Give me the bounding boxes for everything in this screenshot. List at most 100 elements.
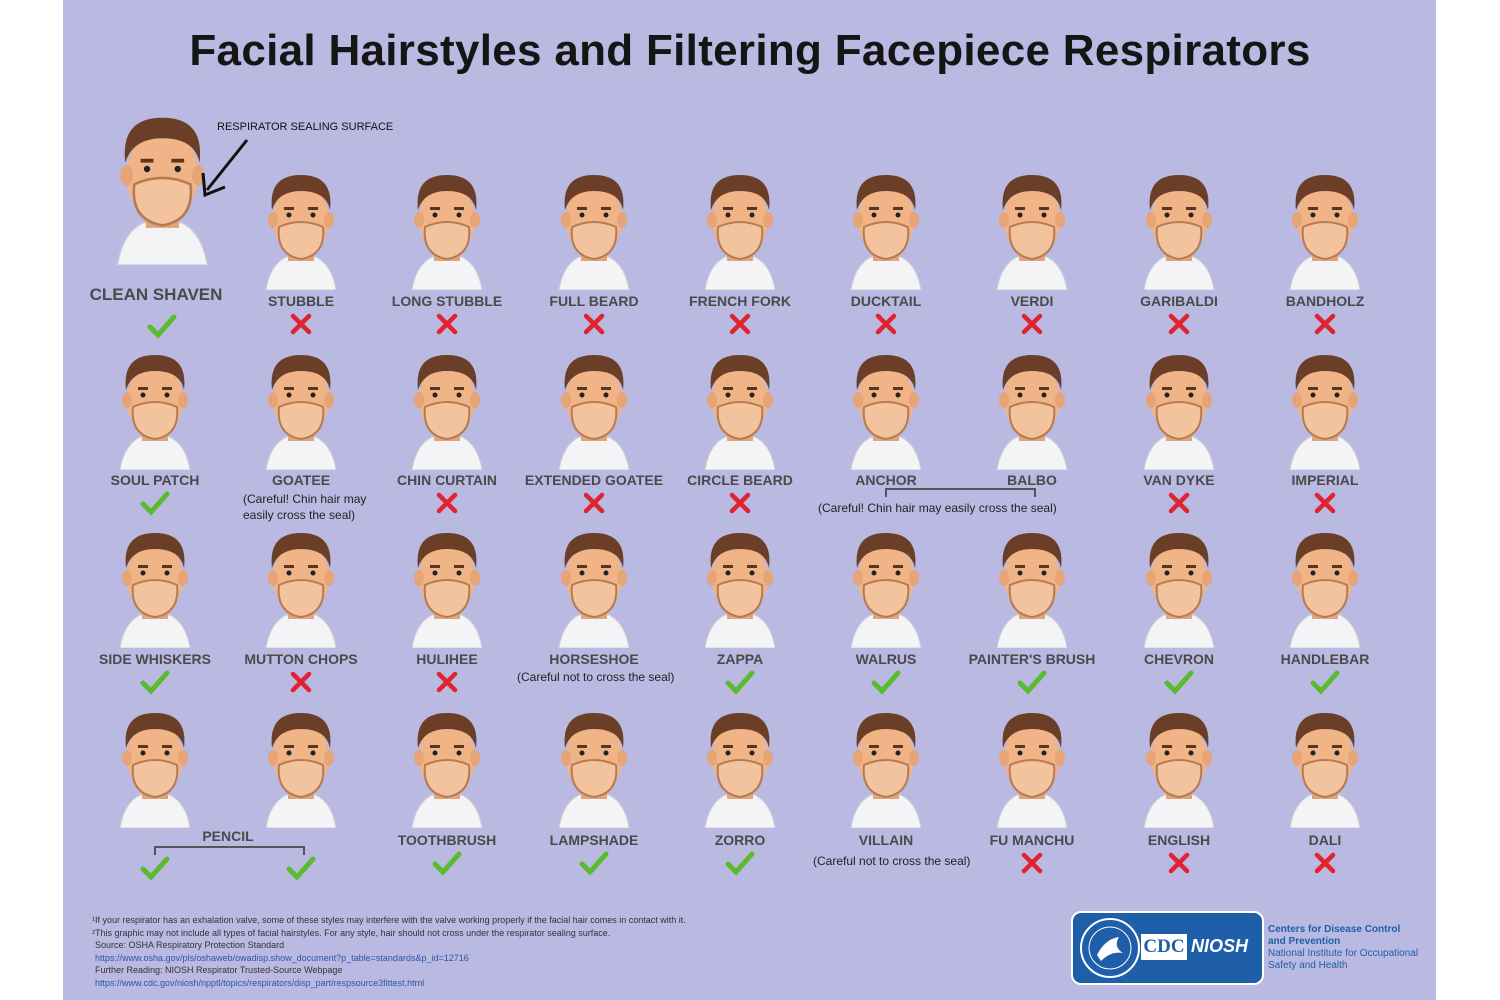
hairstyle-name: STUBBLE — [267, 293, 335, 309]
hairstyle-name: VILLAIN — [858, 832, 914, 848]
hairstyle-name: BANDHOLZ — [1285, 293, 1365, 309]
hairstyle-name: WALRUS — [855, 651, 917, 667]
cross-icon — [875, 313, 897, 335]
face-illustration — [116, 117, 208, 265]
face-illustration — [850, 355, 922, 470]
hairstyle-name: HORSESHOE — [549, 651, 639, 667]
pencil-bracket — [154, 846, 305, 855]
face-illustration — [704, 175, 776, 290]
cross-icon — [583, 313, 605, 335]
cross-icon — [1314, 492, 1336, 514]
face-illustration — [850, 713, 922, 828]
hairstyle-name: IMPERIAL — [1291, 472, 1359, 488]
hairstyle-name: SIDE WHISKERS — [98, 651, 211, 667]
check-icon — [725, 851, 755, 876]
cross-icon — [1314, 852, 1336, 874]
horseshoe-note: (Careful not to cross the seal) — [517, 670, 675, 684]
hairstyle-name: FULL BEARD — [549, 293, 639, 309]
face-illustration — [411, 175, 483, 290]
face-illustration — [850, 175, 922, 290]
hairstyle-name: GOATEE — [271, 472, 331, 488]
hairstyle-name: VERDI — [1010, 293, 1054, 309]
anchor-balbo-note: (Careful! Chin hair may easily cross the… — [818, 501, 1057, 515]
hairstyle-name: ZORRO — [714, 832, 766, 848]
hairstyle-name: FRENCH FORK — [689, 293, 791, 309]
hairstyle-name: VAN DYKE — [1143, 472, 1215, 488]
niosh-name-line2: Safety and Health — [1268, 960, 1348, 971]
villain-note: (Careful not to cross the seal) — [813, 854, 971, 868]
cross-icon — [729, 313, 751, 335]
face-illustration — [558, 713, 630, 828]
face-illustration — [1289, 713, 1361, 828]
check-icon — [725, 670, 755, 695]
footnotes: ¹If your respirator has an exhalation va… — [92, 914, 686, 989]
hairstyle-name: TOOTHBRUSH — [397, 832, 497, 848]
cross-icon — [729, 492, 751, 514]
hairstyle-name: ANCHOR — [855, 472, 917, 488]
hairstyle-name: CLEAN SHAVEN — [89, 285, 223, 304]
check-icon — [579, 851, 609, 876]
face-illustration — [1289, 175, 1361, 290]
cdc-name: Centers for Disease Control and Preventi… — [1268, 924, 1418, 972]
cdc-logo: CDC NIOSH — [1071, 911, 1264, 985]
cross-icon — [1021, 852, 1043, 874]
cross-icon — [1021, 313, 1043, 335]
seal-annotation: RESPIRATOR SEALING SURFACE — [217, 121, 394, 133]
face-illustration — [1143, 355, 1215, 470]
anchor-balbo-bracket — [885, 488, 1036, 497]
face-illustration — [1289, 355, 1361, 470]
face-illustration — [996, 533, 1068, 648]
footnote-1: ¹If your respirator has an exhalation va… — [92, 915, 686, 925]
face-illustration — [265, 355, 337, 470]
cross-icon — [290, 313, 312, 335]
pencil-label: PENCIL — [202, 828, 254, 844]
cross-icon — [436, 671, 458, 693]
hairstyle-name: HANDLEBAR — [1280, 651, 1370, 667]
hairstyle-name: EXTENDED GOATEE — [524, 472, 664, 488]
check-icon — [140, 670, 170, 695]
arrow-icon — [201, 139, 249, 198]
face-illustration — [850, 533, 922, 648]
cross-icon — [436, 492, 458, 514]
footnote-2: ²This graphic may not include all types … — [92, 927, 611, 938]
source-link[interactable]: https://www.osha.gov/pls/oshaweb/owadisp… — [95, 952, 469, 963]
face-illustration — [558, 355, 630, 470]
hairstyle-name: LONG STUBBLE — [391, 293, 503, 309]
cross-icon — [436, 313, 458, 335]
further-reading-link[interactable]: https://www.cdc.gov/niosh/npptl/topics/r… — [95, 977, 425, 988]
face-illustration — [411, 355, 483, 470]
page-title: Facial Hairstyles and Filtering Facepiec… — [189, 26, 1311, 75]
goatee-note: (Careful! Chin hair may easily cross the… — [243, 492, 367, 522]
cross-icon — [1168, 492, 1190, 514]
face-illustration — [411, 713, 483, 828]
hairstyle-name: ZAPPA — [716, 651, 764, 667]
check-icon — [1164, 670, 1194, 695]
hairstyle-name: LAMPSHADE — [549, 832, 639, 848]
poster-background — [63, 0, 1436, 1000]
hairstyle-name: MUTTON CHOPS — [244, 651, 358, 667]
hairstyle-name: SOUL PATCH — [110, 472, 200, 488]
face-illustration — [1289, 533, 1361, 648]
hhs-seal-icon — [1080, 918, 1140, 978]
hairstyle-name: DUCKTAIL — [850, 293, 922, 309]
check-icon — [140, 856, 170, 881]
source-label: Source: OSHA Respiratory Protection Stan… — [95, 940, 285, 950]
face-illustration — [996, 175, 1068, 290]
face-illustration — [704, 355, 776, 470]
check-icon — [871, 670, 901, 695]
hairstyle-name: CHIN CURTAIN — [396, 472, 498, 488]
face-illustration — [558, 533, 630, 648]
cross-icon — [1168, 313, 1190, 335]
cross-icon — [583, 492, 605, 514]
cdc-name-line2: and Prevention — [1268, 936, 1341, 947]
hairstyle-name: PAINTER'S BRUSH — [968, 651, 1096, 667]
hairstyle-name: FU MANCHU — [989, 832, 1075, 848]
face-illustration — [996, 355, 1068, 470]
face-illustration — [119, 533, 191, 648]
face-illustration — [119, 355, 191, 470]
face-illustration — [558, 175, 630, 290]
face-illustration — [1143, 713, 1215, 828]
hairstyle-name: CHEVRON — [1143, 651, 1214, 667]
face-illustration — [265, 533, 337, 648]
face-illustration — [265, 175, 337, 290]
